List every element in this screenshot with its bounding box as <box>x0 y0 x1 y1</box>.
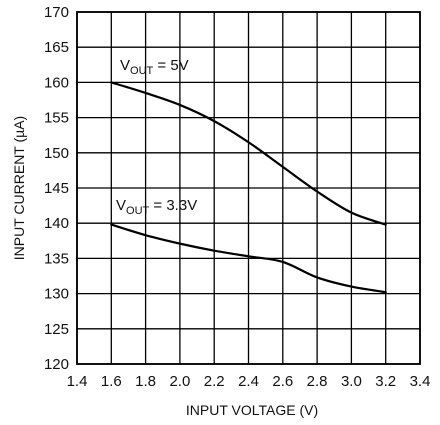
series-label-vout-3-3v-v: V <box>116 197 126 214</box>
y-tick-label: 135 <box>44 250 69 267</box>
y-tick-label: 130 <box>44 286 69 303</box>
x-axis-title: INPUT VOLTAGE (V) <box>186 402 318 418</box>
y-tick-label: 170 <box>44 4 69 21</box>
series-label-vout-5v-sub: OUT <box>130 65 154 77</box>
x-tick-label: 1.4 <box>67 373 88 390</box>
series-curves <box>110 81 387 294</box>
x-tick-label: 2.0 <box>169 373 190 390</box>
y-axis-title: INPUT CURRENT (µA) <box>11 116 27 260</box>
plot-frame <box>76 11 421 365</box>
x-tick-label: 3.0 <box>341 373 362 390</box>
y-tick-label: 125 <box>44 321 69 338</box>
y-tick-label: 160 <box>44 74 69 91</box>
y-tick-label: 155 <box>44 110 69 127</box>
series-label-vout-3-3v-rest: = 3.3V <box>149 197 197 214</box>
y-tick-label: 145 <box>44 180 69 197</box>
x-tick-label: 2.6 <box>272 373 293 390</box>
y-tick-labels: 120 125 130 135 140 145 150 155 160 165 170 <box>44 4 69 373</box>
series-label-vout-5v-rest: = 5V <box>153 57 188 74</box>
x-tick-label: 2.2 <box>204 373 225 390</box>
x-tick-labels: 1.4 1.6 1.8 2.0 2.2 2.4 2.6 2.8 3.0 3.2 3.4 <box>67 373 431 390</box>
series-label-vout-3-3v: VOUT = 3.3V <box>116 197 197 217</box>
x-tick-label: 2.8 <box>307 373 328 390</box>
x-tick-label: 1.8 <box>135 373 156 390</box>
series-line-0 <box>110 81 387 226</box>
y-tick-label: 120 <box>44 356 69 373</box>
series-line-1 <box>110 223 387 294</box>
series-label-vout-5v: VOUT = 5V <box>120 57 189 77</box>
y-tick-label: 165 <box>44 39 69 56</box>
series-label-vout-3-3v-sub: OUT <box>126 205 150 217</box>
y-tick-label: 150 <box>44 145 69 162</box>
x-tick-label: 2.4 <box>238 373 259 390</box>
x-tick-label: 3.4 <box>410 373 431 390</box>
x-tick-label: 1.6 <box>101 373 122 390</box>
series-label-vout-5v-v: V <box>120 57 130 74</box>
x-tick-label: 3.2 <box>375 373 396 390</box>
y-tick-label: 140 <box>44 215 69 232</box>
